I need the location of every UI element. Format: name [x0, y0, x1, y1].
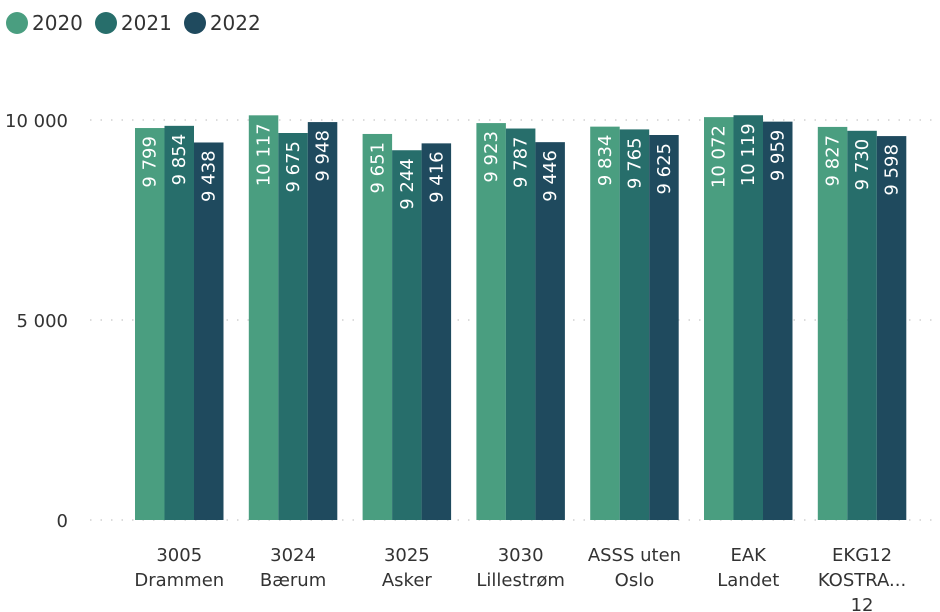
data-label-2020-2: 9 651 [367, 142, 388, 194]
x-tick-label-line: EAK [731, 545, 768, 566]
bar-2022-2[interactable] [421, 143, 452, 521]
x-tick-label-6: EKG12 KOSTRA... 12 [818, 545, 906, 612]
bar-2020-5[interactable] [704, 117, 734, 521]
legend-marker-2020 [6, 12, 28, 34]
data-label-2022-5: 9 959 [768, 130, 789, 182]
data-label-2021-2: 9 244 [397, 158, 418, 210]
data-label-2022-6: 9 598 [882, 144, 903, 196]
legend-item-2022[interactable]: 2022 [183, 11, 261, 35]
bar-2021-3[interactable] [505, 128, 536, 520]
x-tick-label-1: 3024 Bærum [260, 545, 326, 591]
bar-2022-1[interactable] [307, 122, 338, 520]
bars: 9 799 9 854 9 438 10 117 9 675 9 948 9 651 9 24… [135, 115, 907, 521]
y-tick-label: 5 000 [16, 311, 68, 332]
data-label-2020-3: 9 923 [481, 131, 502, 183]
x-tick-label-line: KOSTRA... [818, 570, 906, 591]
data-label-2021-0: 9 854 [169, 134, 190, 186]
bar-2020-3[interactable] [476, 123, 506, 520]
x-tick-label-line: Asker [382, 570, 433, 591]
legend-marker-2022 [183, 12, 206, 34]
x-tick-label-line: Landet [717, 570, 779, 591]
bar-2020-2[interactable] [362, 133, 393, 520]
x-tick-label-line: 3030 [498, 545, 544, 566]
data-label-2022-0: 9 438 [199, 150, 220, 202]
y-axis: 0 5 000 10 000 [5, 111, 68, 532]
data-label-2020-1: 10 117 [254, 123, 275, 186]
bar-2021-4[interactable] [619, 129, 650, 520]
bar-2020-1[interactable] [248, 115, 279, 520]
bar-2021-2[interactable] [392, 150, 422, 521]
data-label-2020-4: 9 834 [595, 135, 616, 187]
bar-2021-0[interactable] [164, 125, 195, 520]
data-label-2021-6: 9 730 [852, 139, 873, 191]
data-label-2021-5: 10 119 [738, 123, 759, 186]
data-label-2021-3: 9 787 [511, 137, 532, 189]
bar-2022-5[interactable] [763, 121, 793, 520]
x-tick-label-line: Bærum [260, 570, 326, 591]
bar-2022-0[interactable] [194, 142, 224, 521]
y-tick-label: 0 [57, 511, 68, 532]
bar-2021-1[interactable] [278, 133, 308, 520]
x-tick-label-3: 3030 Lillestrøm [476, 545, 565, 591]
legend-marker-2021 [94, 12, 117, 34]
data-label-2022-2: 9 416 [426, 151, 447, 203]
x-tick-label-line: Oslo [615, 570, 655, 591]
legend-item-2020[interactable]: 2020 [6, 11, 83, 35]
x-tick-label-0: 3005 Drammen [134, 545, 224, 591]
data-label-2022-3: 9 446 [540, 150, 561, 202]
data-label-2022-1: 9 948 [313, 130, 334, 182]
data-label-2020-5: 10 072 [709, 125, 730, 188]
gridlines [90, 119, 935, 521]
x-tick-label-line: Lillestrøm [476, 570, 565, 591]
bar-2021-5[interactable] [733, 115, 764, 521]
x-tick-label-4: ASSS uten Oslo [588, 545, 681, 591]
bar-2022-3[interactable] [535, 142, 565, 520]
bar-2022-6[interactable] [876, 136, 907, 520]
x-axis: 3005 Drammen 3024 Bærum 3025 Asker 3030 Lillest… [134, 545, 906, 612]
data-label-2021-4: 9 765 [624, 137, 645, 189]
x-tick-label-line: 3024 [270, 545, 316, 566]
legend: 2020 2021 2022 [6, 10, 273, 36]
x-tick-label-line: EKG12 [832, 545, 892, 566]
x-tick-label-2: 3025 Asker [382, 545, 433, 591]
bar-2022-4[interactable] [649, 135, 679, 520]
data-label-2020-0: 9 799 [140, 136, 161, 188]
legend-label-2020: 2020 [32, 11, 83, 35]
data-label-2021-1: 9 675 [283, 141, 304, 193]
legend-item-2021[interactable]: 2021 [94, 11, 172, 35]
legend-label-2022: 2022 [209, 11, 261, 35]
bar-2020-0[interactable] [135, 128, 165, 521]
x-tick-label-5: EAK Landet [717, 545, 779, 591]
x-tick-label-line: 12 [851, 595, 874, 612]
x-tick-label-line: ASSS uten [588, 545, 681, 566]
legend-label-2021: 2021 [120, 11, 172, 35]
bar-2021-6[interactable] [847, 130, 877, 521]
y-tick-label: 10 000 [5, 111, 68, 132]
x-tick-label-line: 3025 [384, 545, 430, 566]
data-label-2020-6: 9 827 [823, 135, 844, 187]
x-tick-label-line: Drammen [134, 570, 224, 591]
x-tick-label-line: 3005 [156, 545, 202, 566]
data-label-2022-4: 9 625 [654, 143, 675, 195]
bar-2020-4[interactable] [590, 126, 620, 520]
bar-2020-6[interactable] [817, 126, 848, 521]
